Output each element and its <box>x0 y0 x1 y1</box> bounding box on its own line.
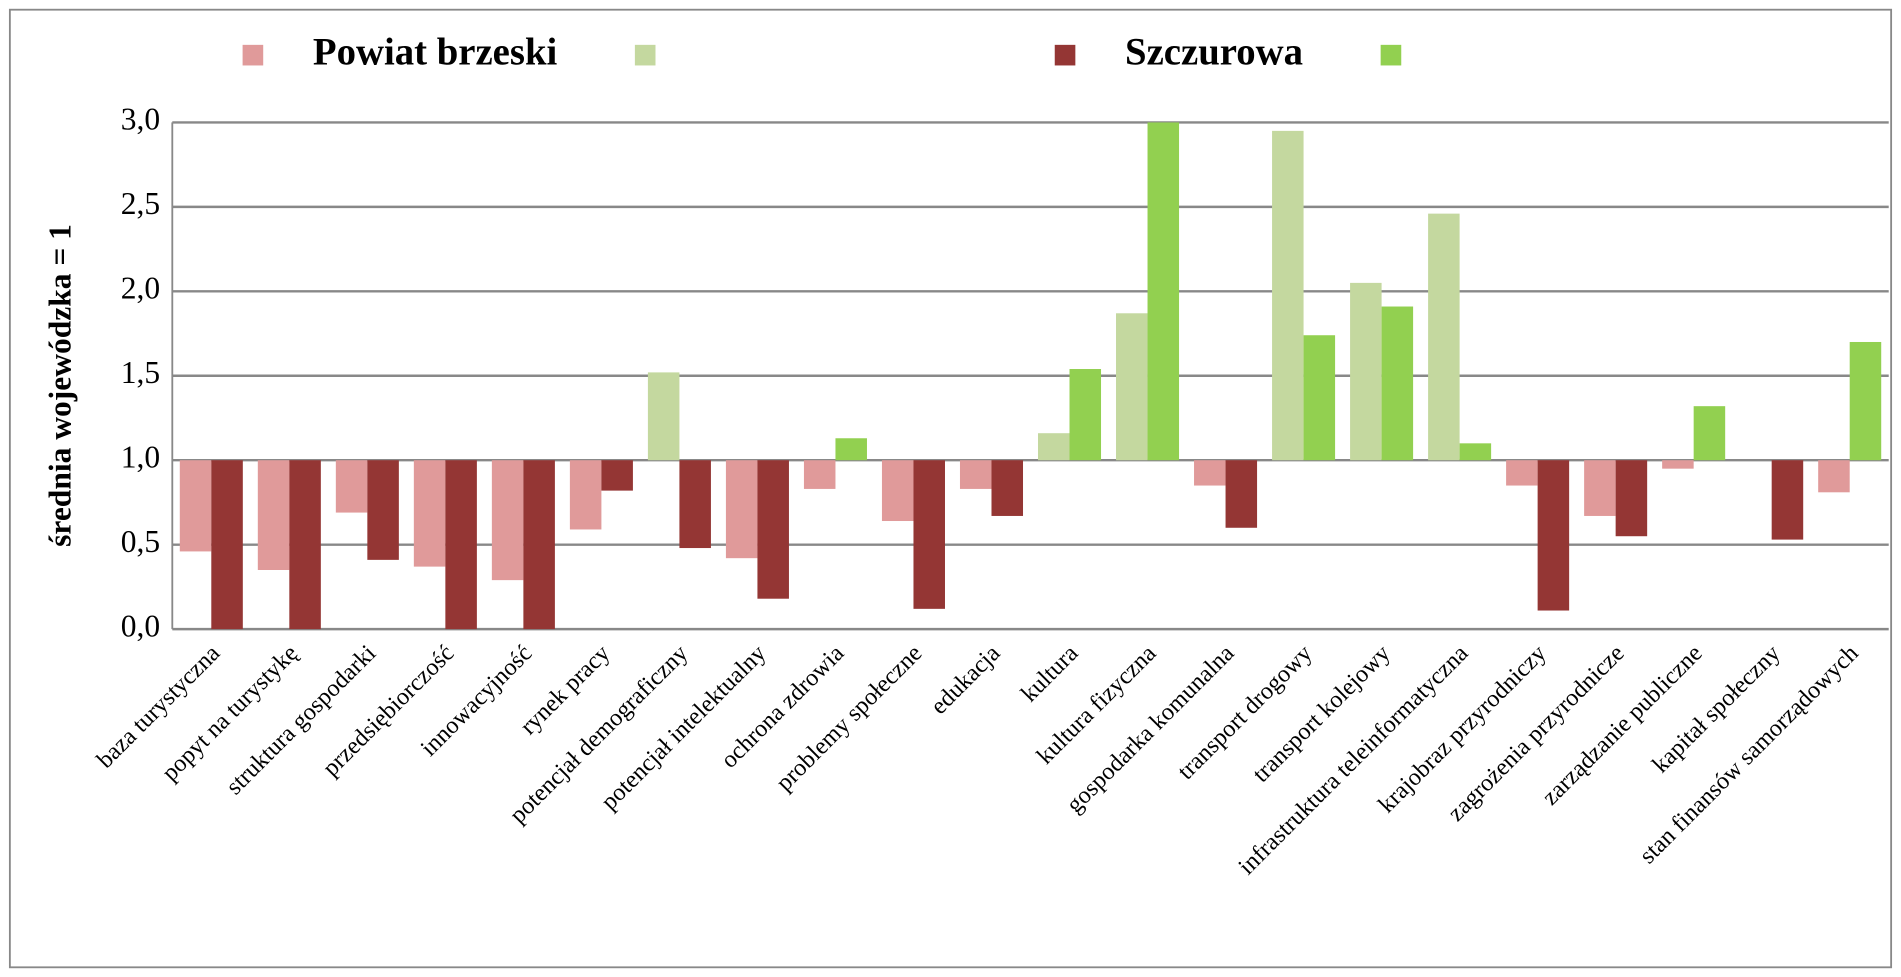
legend-label: Szczurowa <box>1125 31 1303 74</box>
legend-label: Powiat brzeski <box>313 31 558 74</box>
bar <box>1771 460 1804 540</box>
bar <box>491 460 524 581</box>
bar <box>523 460 555 630</box>
y-tick-label: 2,0 <box>121 271 160 306</box>
legend-swatch <box>634 44 656 66</box>
bar <box>1194 460 1226 486</box>
bar <box>1272 130 1304 461</box>
bar <box>913 460 945 609</box>
legend-swatch <box>242 44 264 66</box>
legend-swatch <box>1054 44 1076 66</box>
bar <box>601 460 633 491</box>
bar <box>959 460 992 489</box>
bar <box>679 460 711 549</box>
y-tick-label: 0,5 <box>121 524 160 559</box>
bar <box>289 460 321 630</box>
bar <box>757 460 789 599</box>
bar <box>1350 282 1382 461</box>
bar <box>1116 313 1148 461</box>
bar <box>445 460 477 630</box>
bar <box>1147 122 1180 461</box>
bar <box>1428 213 1460 461</box>
bar <box>179 460 212 552</box>
y-tick-label: 0,0 <box>121 608 160 643</box>
bar <box>991 460 1024 516</box>
bar <box>1459 443 1492 461</box>
y-tick-label: 1,5 <box>121 355 160 390</box>
bar <box>1069 369 1102 461</box>
bar <box>803 460 836 489</box>
bar <box>1225 460 1258 528</box>
bar <box>413 460 446 567</box>
bar <box>1037 433 1070 461</box>
bar <box>725 460 758 559</box>
bar <box>1537 460 1570 611</box>
bar <box>1693 406 1726 461</box>
y-tick-label: 3,0 <box>121 102 160 137</box>
bar <box>211 460 243 630</box>
chart-frame <box>8 8 1893 969</box>
bar <box>1818 460 1850 493</box>
bar <box>1381 306 1414 461</box>
bar <box>367 460 399 560</box>
bar <box>1849 341 1882 461</box>
bar <box>1662 460 1694 469</box>
bar <box>881 460 914 522</box>
y-tick-label: 1,0 <box>121 439 160 474</box>
bar <box>257 460 290 570</box>
bar <box>647 372 680 461</box>
bar <box>335 460 368 513</box>
y-axis-title: średnia wojewódzka = 1 <box>42 224 77 547</box>
bar <box>1506 460 1538 486</box>
legend-swatch <box>1380 44 1402 66</box>
bar <box>1615 460 1648 537</box>
bar <box>835 438 867 461</box>
bar <box>1584 460 1616 516</box>
y-tick-label: 2,5 <box>121 186 160 221</box>
bar <box>1303 335 1336 461</box>
bar <box>569 460 602 530</box>
